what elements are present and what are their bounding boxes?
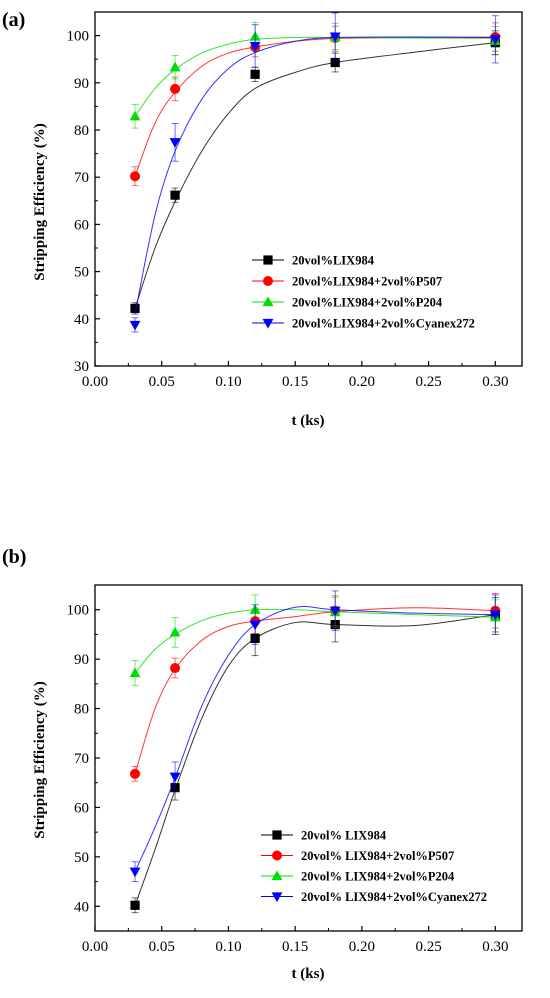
data-point xyxy=(169,61,181,72)
fit-curve xyxy=(134,614,496,906)
y-tick-label-a: 70 xyxy=(74,170,89,186)
y-tick-label-a: 80 xyxy=(74,123,89,139)
y-tick-label-a: 60 xyxy=(74,217,89,233)
fit-curve xyxy=(134,36,496,177)
data-point xyxy=(329,606,341,617)
legend-label: 20vol%LIX984 xyxy=(292,254,375,268)
legend-label: 20vol%LIX984+2vol%P507 xyxy=(292,275,442,289)
data-point xyxy=(330,57,340,68)
legend-a: 20vol%LIX984 20vol%LIX984+2vol%P507 20vol%… xyxy=(252,254,475,331)
data-point xyxy=(489,610,501,621)
data-point xyxy=(169,772,181,783)
series-b-3 xyxy=(129,590,501,882)
x-tick-label-a: 0.00 xyxy=(82,374,108,390)
y-tick-label-b: 50 xyxy=(74,850,89,866)
panel-a: (a) t (ks) Stripping Efficiency (%) 0.00… xyxy=(2,9,523,429)
data-point xyxy=(130,171,141,182)
data-point xyxy=(129,320,141,331)
data-point xyxy=(489,35,501,45)
legend-label: 20vol% LIX984+2vol%P507 xyxy=(301,849,454,863)
x-tick-label-a: 0.20 xyxy=(349,374,375,390)
legend-b: 20vol% LIX984 20vol% LIX984+2vol%P507 20vo… xyxy=(261,829,487,904)
fit-curve xyxy=(134,36,496,315)
y-tick-label-a: 90 xyxy=(74,76,89,92)
x-axis-title-a: t (ks) xyxy=(292,413,325,429)
fit-curve xyxy=(134,36,496,117)
series-b-0 xyxy=(130,596,500,914)
x-tick-label-b: 0.25 xyxy=(415,939,441,955)
x-tick-label-b: 0.30 xyxy=(482,939,508,955)
y-axis-title-a: Stripping Efficiency (%) xyxy=(32,123,48,281)
series-a-3 xyxy=(129,12,501,333)
data-point xyxy=(249,620,261,631)
x-tick-label-a: 0.15 xyxy=(282,374,308,390)
data-point xyxy=(130,303,140,314)
x-tick-label-b: 0.20 xyxy=(349,939,375,955)
y-tick-label-b: 60 xyxy=(74,800,89,816)
legend-marker xyxy=(272,830,282,840)
legend-marker xyxy=(271,892,283,903)
y-axis-title-b: Stripping Efficiency (%) xyxy=(32,681,48,839)
legend-label: 20vol%LIX984+2vol%P204 xyxy=(292,296,443,310)
y-tick-label-b: 40 xyxy=(74,899,89,915)
data-point xyxy=(169,138,181,148)
data-point xyxy=(250,69,260,79)
fit-curve xyxy=(134,608,496,674)
x-tick-label-b: 0.00 xyxy=(82,939,108,955)
data-point xyxy=(170,190,180,200)
x-tick-label-a: 0.25 xyxy=(415,374,441,390)
panel-label-b: (b) xyxy=(2,546,26,568)
x-tick-label-a: 0.05 xyxy=(149,374,175,390)
data-point xyxy=(130,768,141,779)
y-tick-label-a: 50 xyxy=(74,265,89,281)
legend-label: 20vol%LIX984+2vol%Cyanex272 xyxy=(292,317,475,331)
data-point xyxy=(130,900,140,910)
data-point xyxy=(129,667,141,678)
series-a-0 xyxy=(130,30,500,315)
legend-label: 20vol% LIX984+2vol%P204 xyxy=(301,870,455,884)
x-axis-title-b: t (ks) xyxy=(292,966,325,982)
legend-marker xyxy=(262,296,274,307)
data-point xyxy=(129,110,141,121)
data-point xyxy=(170,663,181,674)
legend-marker xyxy=(262,318,274,329)
legend-marker xyxy=(263,255,273,265)
y-tick-label-a: 40 xyxy=(74,312,89,328)
fit-curve xyxy=(134,605,496,872)
data-point xyxy=(129,867,141,878)
y-tick-label-b: 90 xyxy=(74,652,89,668)
x-tick-label-b: 0.15 xyxy=(282,939,308,955)
y-tick-label-b: 80 xyxy=(74,702,89,718)
x-tick-label-b: 0.10 xyxy=(215,939,241,955)
x-tick-label-a: 0.10 xyxy=(215,374,241,390)
legend-label: 20vol% LIX984+2vol%Cyanex272 xyxy=(301,890,487,904)
panel-label-a: (a) xyxy=(2,9,25,31)
panel-b: (b) t (ks) Stripping Efficiency (%) 0.00… xyxy=(2,546,523,982)
fit-curve xyxy=(134,42,496,309)
x-tick-label-b: 0.05 xyxy=(149,939,175,955)
y-tick-label-b: 100 xyxy=(67,603,90,619)
data-point xyxy=(329,32,341,43)
data-point xyxy=(249,41,261,52)
series-b-1 xyxy=(130,593,501,782)
legend-marker xyxy=(272,850,282,861)
legend-marker xyxy=(271,870,283,881)
y-tick-label-a: 30 xyxy=(74,359,89,375)
legend-marker xyxy=(263,276,273,286)
legend-label: 20vol% LIX984 xyxy=(301,829,387,843)
x-tick-label-a: 0.30 xyxy=(482,374,508,390)
y-tick-label-a: 100 xyxy=(67,29,90,45)
data-point xyxy=(169,626,181,637)
fit-curve xyxy=(134,607,496,774)
y-tick-label-b: 70 xyxy=(74,751,89,767)
plot-frame-a xyxy=(94,11,523,367)
data-point xyxy=(170,83,181,94)
series-a-1 xyxy=(130,22,501,187)
